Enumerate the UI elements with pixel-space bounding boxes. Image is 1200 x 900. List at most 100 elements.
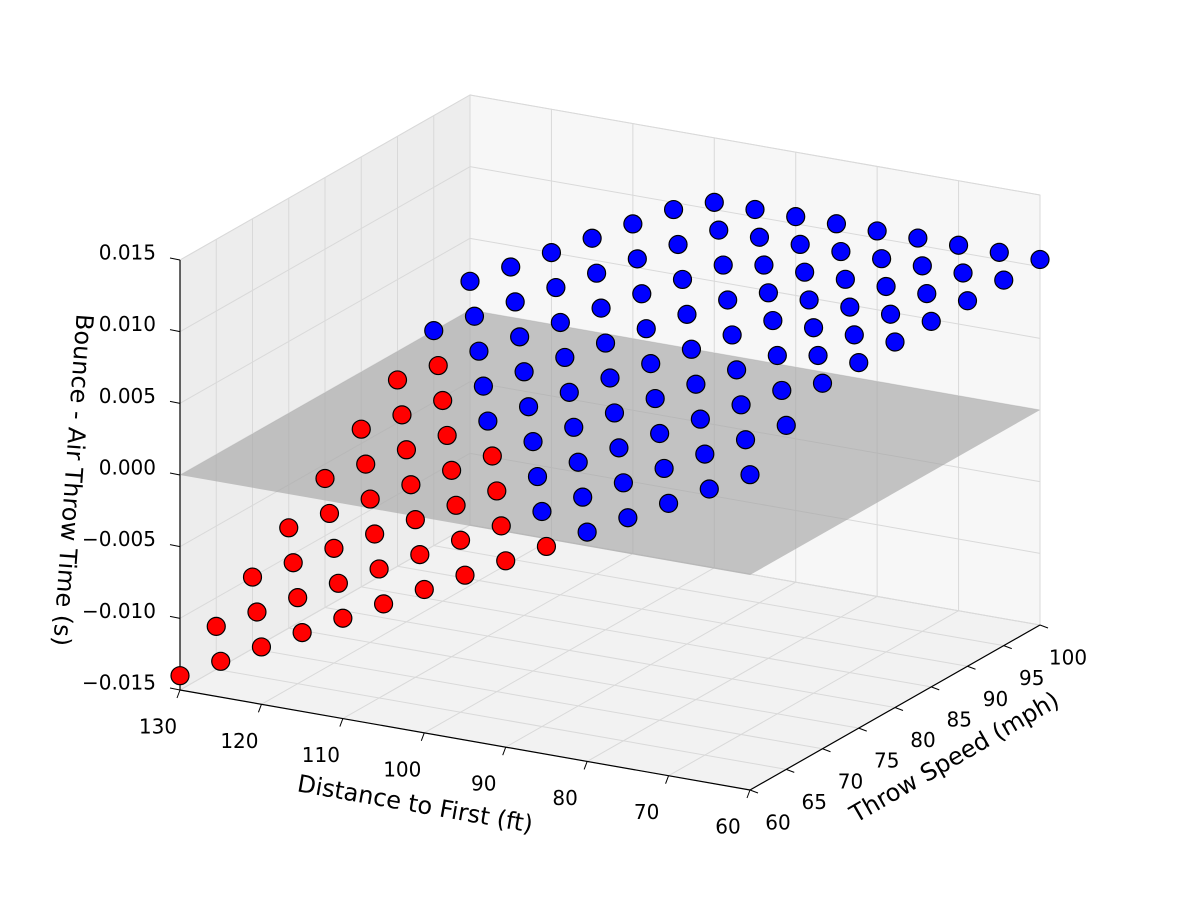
point — [279, 518, 299, 538]
point — [373, 594, 394, 614]
point — [550, 312, 570, 333]
point — [917, 284, 937, 304]
point — [989, 242, 1009, 262]
point — [641, 354, 661, 374]
point — [1030, 249, 1050, 270]
x-tick — [665, 775, 670, 784]
point — [328, 573, 348, 593]
grid-line — [179, 94, 471, 261]
x-axis-line — [179, 689, 751, 791]
y-tick — [894, 707, 904, 711]
y-tick-label: 75 — [874, 749, 899, 773]
point — [414, 579, 434, 600]
point — [803, 318, 824, 338]
grid-line — [469, 237, 1041, 339]
z-tick — [169, 329, 181, 333]
point — [663, 199, 684, 220]
point — [740, 465, 760, 485]
point — [433, 390, 453, 411]
point — [211, 651, 231, 671]
point — [840, 297, 860, 317]
point — [835, 269, 855, 289]
point — [496, 551, 516, 571]
point — [799, 290, 819, 310]
point — [623, 214, 643, 234]
point — [690, 409, 710, 429]
point — [658, 493, 679, 513]
point — [880, 304, 901, 324]
point — [912, 256, 932, 276]
point — [587, 263, 607, 283]
point — [695, 444, 715, 464]
point — [365, 524, 385, 544]
point — [369, 559, 389, 579]
point — [523, 432, 543, 452]
point — [460, 271, 480, 291]
y-tick — [1003, 645, 1012, 650]
y-tick-label: 85 — [947, 707, 972, 731]
point — [573, 487, 593, 507]
x-tick — [176, 689, 181, 699]
y-tick — [1039, 624, 1049, 629]
x-tick-label: 120 — [220, 729, 258, 753]
y-tick — [967, 665, 976, 670]
point — [591, 298, 611, 318]
point — [536, 536, 557, 557]
point — [505, 292, 525, 312]
point — [564, 417, 584, 437]
point — [442, 460, 462, 480]
point — [618, 508, 638, 528]
point — [772, 380, 792, 401]
point — [360, 489, 380, 509]
point — [908, 228, 928, 248]
point — [786, 207, 806, 227]
z-tick — [169, 257, 181, 261]
y-tick-label: 65 — [802, 790, 827, 814]
point — [699, 479, 719, 499]
y-axis-line — [749, 624, 1041, 791]
point — [600, 368, 620, 388]
z-tick-label: 0.010 — [99, 312, 156, 336]
point — [487, 481, 507, 501]
x-tick-label: 90 — [471, 772, 496, 796]
point — [709, 220, 729, 240]
point — [251, 637, 272, 657]
point — [758, 283, 778, 303]
marks — [170, 192, 1050, 686]
point — [795, 262, 815, 282]
x-tick-label: 130 — [139, 715, 177, 739]
point — [410, 544, 430, 565]
point — [405, 510, 425, 530]
z-tick — [169, 687, 181, 691]
point — [541, 243, 562, 263]
x-tick — [420, 732, 425, 742]
point — [356, 454, 376, 474]
grid-line — [361, 586, 932, 688]
axes: 607080901001101201306065707580859095100−… — [82, 241, 1087, 839]
point — [595, 333, 616, 353]
point — [387, 370, 408, 390]
z-tick-label: −0.015 — [82, 671, 156, 695]
z-tick — [169, 615, 181, 619]
point — [808, 345, 828, 366]
point — [844, 325, 864, 345]
point — [754, 255, 774, 275]
point — [713, 255, 733, 275]
point — [849, 353, 869, 373]
y-tick-label: 80 — [910, 728, 935, 752]
point — [831, 241, 851, 262]
point — [582, 228, 602, 248]
z-tick-label: 0.015 — [99, 241, 156, 265]
point — [677, 304, 697, 324]
point — [464, 306, 485, 326]
x-tick — [257, 704, 262, 713]
point — [767, 345, 787, 366]
point — [604, 403, 625, 423]
x-tick — [583, 761, 588, 770]
point — [885, 332, 905, 352]
x-tick — [339, 718, 344, 727]
grid-line — [179, 237, 471, 404]
point — [555, 347, 575, 368]
point — [288, 588, 308, 608]
